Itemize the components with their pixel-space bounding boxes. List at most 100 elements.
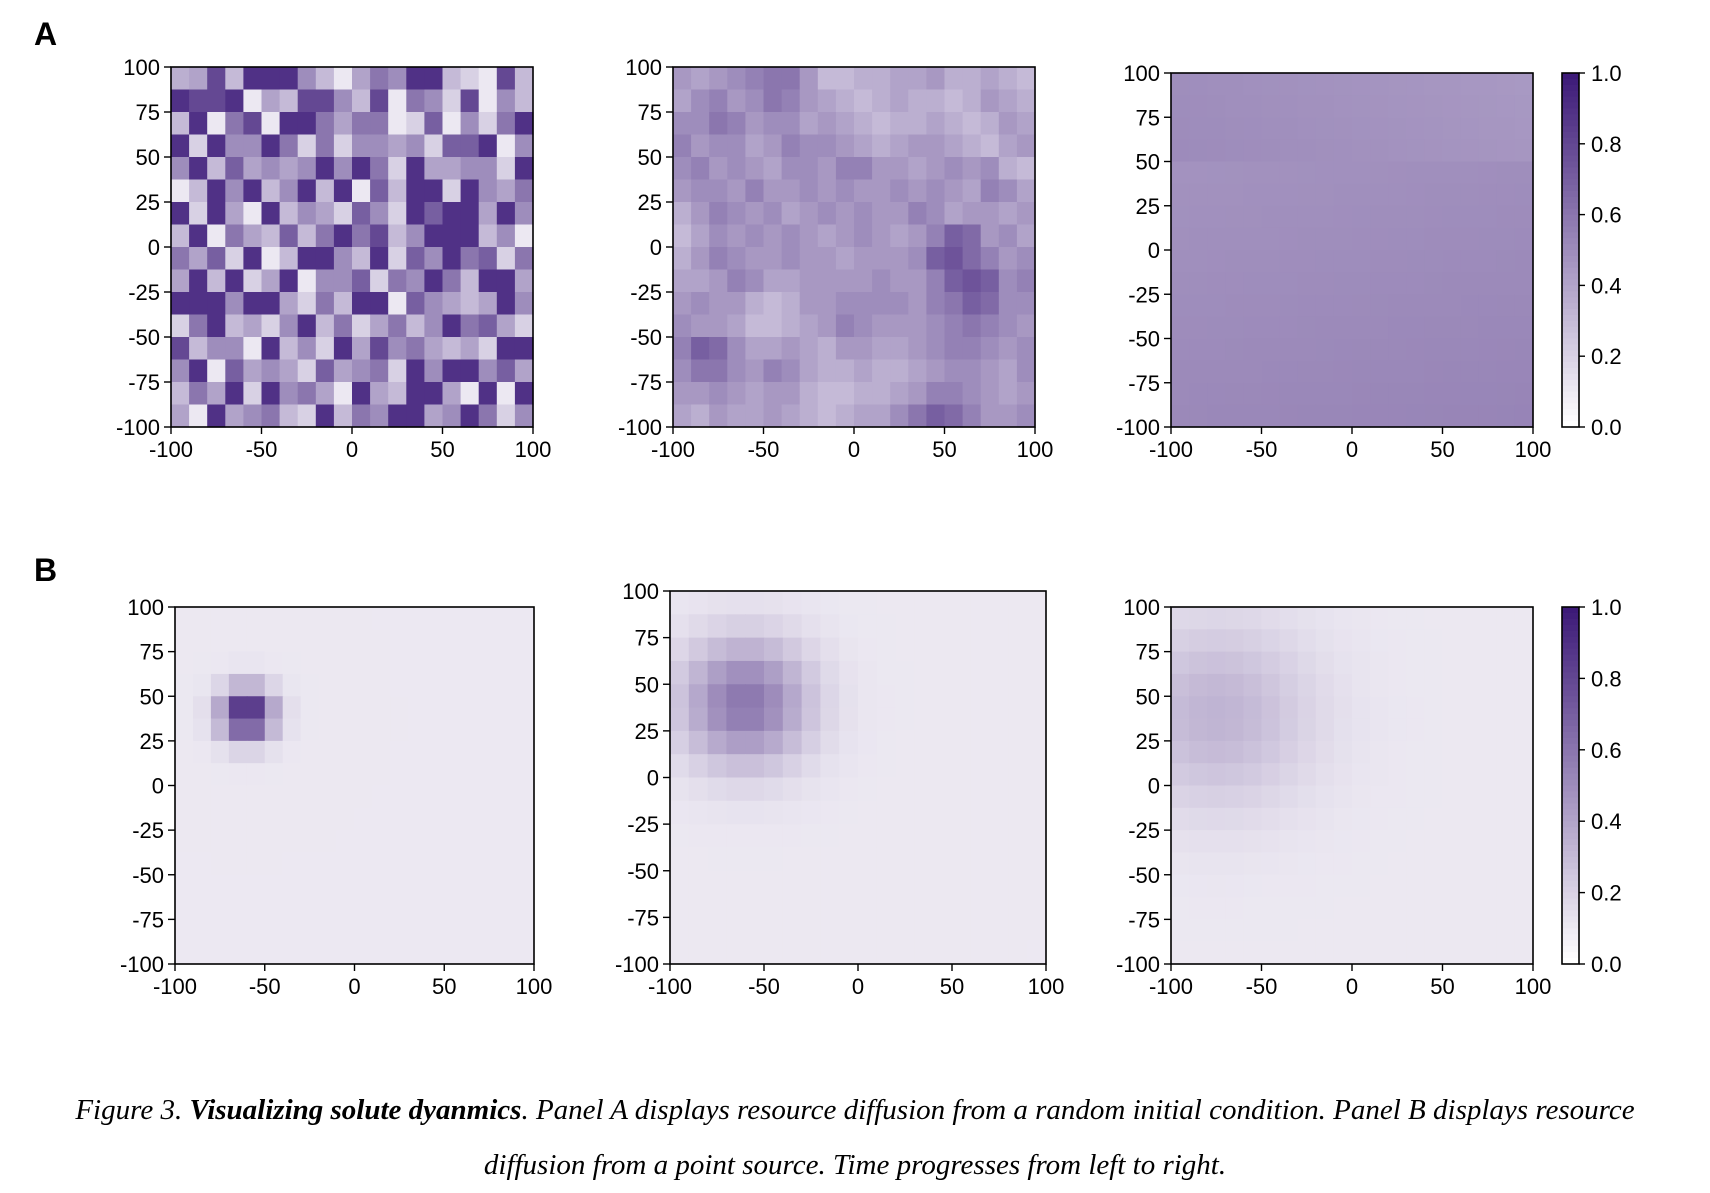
heatmap-cell: [1279, 919, 1299, 943]
heatmap-cell: [1243, 830, 1263, 854]
heatmap-cell: [1261, 205, 1281, 229]
heatmap-cell: [1171, 718, 1190, 742]
heatmap-cell: [442, 224, 462, 248]
colorbar-segment: [1562, 362, 1579, 369]
y-tick-label: -50: [627, 859, 659, 884]
heatmap-cell: [673, 382, 692, 406]
heatmap-cell: [406, 359, 425, 383]
y-tick-label: 100: [622, 579, 659, 604]
heatmap-cell: [989, 591, 1009, 615]
heatmap-cell: [496, 157, 516, 181]
heatmap-cell: [460, 404, 480, 428]
heatmap-cell: [1171, 785, 1190, 809]
heatmap-cell: [1424, 95, 1444, 118]
heatmap-cell: [478, 157, 498, 181]
heatmap-cell: [352, 179, 371, 203]
heatmap-cell: [264, 718, 284, 742]
heatmap-cell: [318, 607, 338, 630]
heatmap-cell: [890, 359, 909, 383]
heatmap-cell: [1460, 785, 1480, 809]
heatmap-cell: [962, 382, 982, 406]
heatmap-cell: [799, 89, 819, 113]
heatmap-cell: [835, 314, 855, 338]
heatmap-cell: [1243, 897, 1263, 920]
heatmap-cell: [895, 824, 915, 849]
heatmap-cell: [745, 800, 765, 825]
heatmap-cell: [478, 89, 498, 113]
heatmap-cell: [424, 224, 444, 248]
heatmap-cell: [876, 730, 897, 755]
heatmap-cell: [908, 382, 927, 406]
heatmap-cell: [933, 637, 953, 662]
heatmap-cell: [1189, 382, 1208, 406]
heatmap-cell: [1171, 360, 1190, 384]
heatmap-cell: [801, 940, 821, 965]
heatmap-cell: [408, 941, 427, 965]
heatmap-cell: [1189, 740, 1208, 764]
heatmap-cell: [727, 359, 746, 383]
heatmap-cell: [908, 89, 927, 113]
heatmap-cell: [1027, 730, 1047, 755]
heatmap-cell: [820, 754, 840, 779]
heatmap-cell: [799, 337, 819, 361]
heatmap-cell: [424, 67, 444, 91]
heatmap-cell: [189, 89, 208, 113]
heatmap-cell: [1189, 250, 1208, 273]
heatmap-cell: [1243, 740, 1263, 764]
heatmap-cell: [1478, 338, 1498, 362]
heatmap-cell: [442, 359, 462, 383]
colorbar-segment: [1562, 815, 1579, 822]
heatmap-cell: [707, 870, 727, 895]
heatmap-cell: [1388, 830, 1407, 854]
heatmap-cell: [1496, 250, 1516, 273]
heatmap-cell: [890, 224, 909, 248]
heatmap-cell: [914, 591, 934, 615]
heatmap-cell: [1442, 919, 1462, 943]
heatmap-cell: [1225, 830, 1244, 854]
heatmap-cell: [246, 673, 266, 697]
heatmap-cell: [1352, 673, 1371, 697]
colorbar-segment: [1562, 624, 1579, 632]
heatmap-cell: [858, 754, 878, 779]
heatmap-cell: [1478, 740, 1498, 764]
heatmap-cell: [246, 919, 266, 943]
heatmap-cell: [1442, 404, 1462, 428]
heatmap-cell: [333, 382, 353, 406]
heatmap-cell: [1297, 874, 1317, 898]
heatmap-cell: [426, 696, 445, 720]
heatmap-cell: [1460, 95, 1480, 118]
heatmap-cell: [1279, 139, 1299, 163]
x-tick-label: -50: [249, 974, 281, 999]
heatmap-cell: [442, 404, 462, 428]
heatmap-cell: [1243, 250, 1263, 273]
heatmap-cell: [1333, 651, 1353, 675]
heatmap-cell: [462, 718, 481, 742]
x-tick-label: 100: [515, 437, 552, 462]
heatmap-cell: [498, 830, 517, 854]
colorbar-segment: [1562, 332, 1579, 340]
heatmap-cell: [261, 337, 281, 361]
heatmap-cell: [352, 404, 371, 428]
heatmap-cell: [895, 684, 915, 709]
heatmap-cell: [872, 337, 891, 361]
heatmap-cell: [952, 800, 972, 825]
heatmap-cell: [228, 763, 248, 787]
colorbar-segment: [1562, 940, 1579, 947]
colorbar-segment: [1562, 344, 1579, 351]
heatmap-cell: [1460, 718, 1480, 742]
heatmap-cell: [426, 807, 445, 831]
heatmap-cell: [408, 651, 427, 675]
heatmap-cell: [858, 614, 878, 639]
heatmap-cell: [1016, 269, 1036, 293]
heatmap-cell: [480, 830, 499, 854]
heatmap-cell: [820, 707, 840, 732]
heatmap-cell: [243, 224, 263, 248]
heatmap-cell: [390, 696, 409, 720]
heatmap-cell: [354, 830, 374, 854]
heatmap-cell: [210, 629, 230, 653]
heatmap-cell: [1225, 139, 1244, 163]
heatmap-cell: [189, 134, 208, 158]
heatmap-cell: [709, 382, 728, 406]
y-tick-label: 50: [1136, 684, 1160, 709]
